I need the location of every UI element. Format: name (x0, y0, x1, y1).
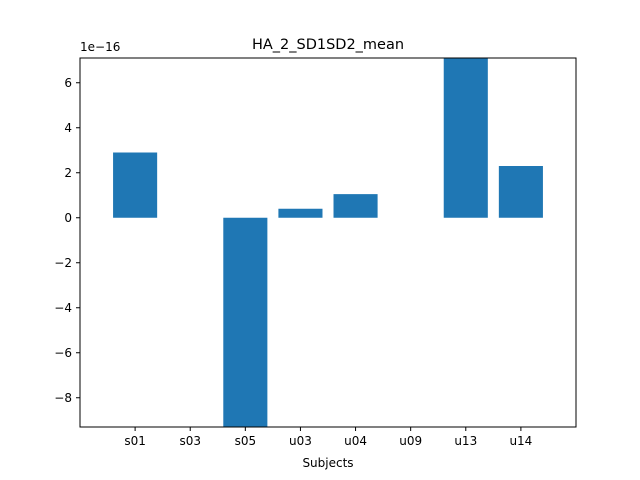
bar-u04 (333, 194, 378, 218)
y-tick-label: −4 (54, 301, 72, 315)
y-tick-label: −6 (54, 346, 72, 360)
y-tick-label: −2 (54, 256, 72, 270)
y-scale-label: 1e−16 (80, 40, 120, 54)
y-tick-label: 4 (64, 121, 72, 135)
x-tick-label: s05 (235, 434, 257, 448)
x-tick-label: u14 (509, 434, 532, 448)
x-tick-label: u09 (399, 434, 422, 448)
bars-group (113, 58, 543, 427)
y-ticks-group: −8 −6 −4 −2 0 2 4 6 (54, 76, 80, 405)
x-tick-label: s03 (179, 434, 201, 448)
y-tick-label: 0 (64, 211, 72, 225)
chart-title: HA_2_SD1SD2_mean (252, 37, 404, 53)
bar-s05 (223, 217, 268, 427)
x-tick-label: u13 (454, 434, 477, 448)
x-tick-label: u04 (344, 434, 367, 448)
x-tick-label: s01 (124, 434, 146, 448)
y-tick-label: 2 (64, 166, 72, 180)
x-ticks-group: s01 s03 s05 u03 u04 u09 u13 u14 (124, 427, 532, 448)
y-tick-label: −8 (54, 391, 72, 405)
x-tick-label: u03 (289, 434, 312, 448)
bar-s01 (113, 152, 158, 218)
x-axis-label: Subjects (302, 456, 353, 470)
bar-u03 (278, 208, 323, 218)
plot-frame (79, 57, 577, 428)
bar-u14 (498, 166, 543, 218)
bar-u13 (443, 58, 488, 218)
y-tick-label: 6 (64, 76, 72, 90)
